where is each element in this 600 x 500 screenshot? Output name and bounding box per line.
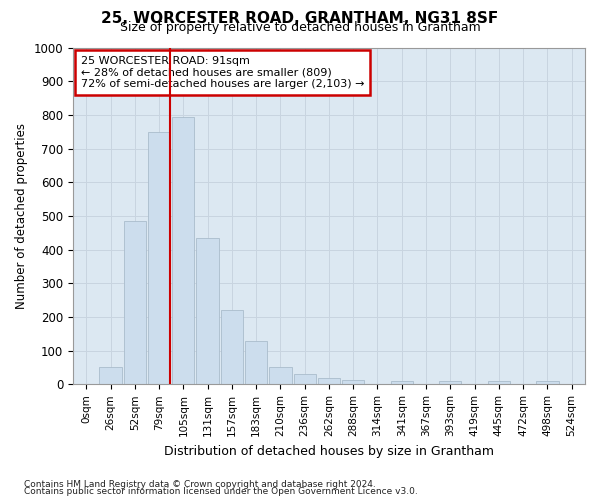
Bar — [488, 381, 510, 384]
Bar — [124, 221, 146, 384]
Y-axis label: Number of detached properties: Number of detached properties — [15, 123, 28, 309]
Bar — [100, 368, 122, 384]
Bar — [196, 238, 219, 384]
Bar — [245, 341, 268, 384]
Bar — [172, 116, 194, 384]
Bar — [221, 310, 243, 384]
X-axis label: Distribution of detached houses by size in Grantham: Distribution of detached houses by size … — [164, 444, 494, 458]
Text: 25, WORCESTER ROAD, GRANTHAM, NG31 8SF: 25, WORCESTER ROAD, GRANTHAM, NG31 8SF — [101, 11, 499, 26]
Text: 25 WORCESTER ROAD: 91sqm
← 28% of detached houses are smaller (809)
72% of semi-: 25 WORCESTER ROAD: 91sqm ← 28% of detach… — [80, 56, 364, 89]
Text: Contains HM Land Registry data © Crown copyright and database right 2024.: Contains HM Land Registry data © Crown c… — [24, 480, 376, 489]
Bar — [148, 132, 170, 384]
Bar — [391, 381, 413, 384]
Bar — [293, 374, 316, 384]
Bar — [269, 367, 292, 384]
Text: Contains public sector information licensed under the Open Government Licence v3: Contains public sector information licen… — [24, 487, 418, 496]
Text: Size of property relative to detached houses in Grantham: Size of property relative to detached ho… — [119, 21, 481, 34]
Bar — [439, 381, 461, 384]
Bar — [342, 380, 364, 384]
Bar — [536, 381, 559, 384]
Bar — [318, 378, 340, 384]
